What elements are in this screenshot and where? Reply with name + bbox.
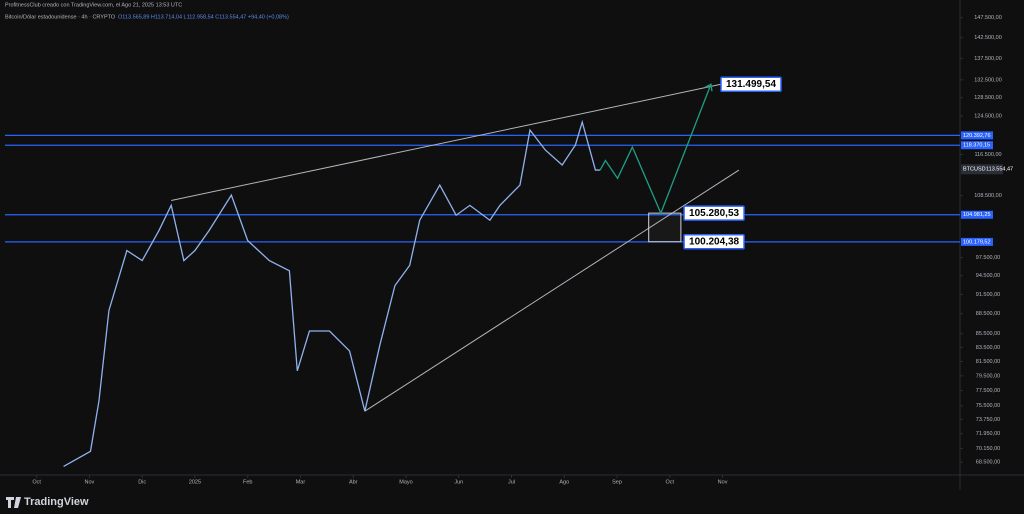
y-tick-label: 132.500,00 — [974, 77, 1002, 83]
y-tick-label: 71.950,00 — [976, 431, 1000, 437]
level-label-bg — [961, 210, 993, 219]
y-tick-label: 68.500,00 — [976, 460, 1000, 466]
x-tick-label: Oct — [32, 479, 41, 485]
callout-box — [683, 205, 745, 221]
x-tick-label: Jul — [508, 479, 515, 485]
x-tick-label: Oct — [666, 479, 675, 485]
watermark: ProfitnessClub creado con TradingView.co… — [5, 2, 182, 8]
x-tick-label: Nov — [718, 479, 728, 485]
trendline — [171, 83, 722, 201]
price-line — [63, 119, 601, 467]
x-tick-label: Jun — [454, 479, 463, 485]
x-tick-label: Abr — [349, 479, 358, 485]
y-tick-label: 94.500,00 — [976, 273, 1000, 279]
target-box — [648, 212, 682, 243]
y-tick-label: 88.500,00 — [976, 311, 1000, 317]
y-tick-label: 85.500,00 — [976, 331, 1000, 337]
last-price-bg — [961, 164, 1003, 175]
x-tick-label: Dic — [138, 479, 146, 485]
y-tick-label: 116.500,00 — [974, 152, 1001, 158]
brand-logo — [6, 497, 21, 508]
last-price-label: 113.554,47 — [986, 167, 1013, 173]
y-tick-label: 124.500,00 — [974, 113, 1002, 119]
callout-label: 105.280,53 — [689, 208, 739, 219]
x-tick-label: Feb — [243, 479, 252, 485]
x-tick-label: Ago — [559, 479, 569, 485]
symbol-title: Bitcoin/Dólar estadounidense · 4h · CRYP… — [5, 14, 116, 20]
trendline — [364, 169, 740, 412]
y-tick-label: 108.500,00 — [974, 193, 1002, 199]
level-label: 120.392,76 — [963, 133, 991, 139]
brand-name: TradingView — [24, 496, 89, 508]
symbol-label: BTCUSD — [963, 167, 986, 173]
y-tick-label: 75.500,00 — [976, 403, 1000, 409]
x-tick-label: Sep — [612, 479, 622, 485]
y-tick-label: 91.500,00 — [976, 292, 1000, 298]
y-tick-label: 147.500,00 — [974, 15, 1002, 21]
callout-box — [720, 76, 782, 93]
level-label-bg — [961, 131, 993, 140]
y-tick-label: 81.500,00 — [976, 359, 1000, 365]
y-tick-label: 128.500,00 — [974, 95, 1002, 101]
x-tick-label: Mar — [296, 479, 306, 485]
level-label-bg — [961, 141, 993, 150]
y-tick-label: 137.500,00 — [974, 56, 1002, 62]
x-tick-label: Nov — [85, 479, 95, 485]
level-label: 100.179,52 — [963, 239, 991, 245]
projection — [599, 84, 712, 215]
y-tick-label: 77.500,00 — [976, 388, 1000, 394]
y-tick-label: 70.150,00 — [976, 446, 1000, 452]
projection-arrowhead — [704, 83, 713, 92]
y-tick-label: 79.500,00 — [976, 373, 1000, 379]
level-label: 118.370,15 — [963, 143, 990, 149]
y-tick-label: 97.500,00 — [976, 255, 1000, 261]
level-label: 104.981,25 — [963, 212, 991, 218]
callout-label: 100.204,38 — [689, 236, 739, 247]
y-tick-label: 142.500,00 — [974, 35, 1002, 41]
callout-label: 131.499,54 — [726, 79, 776, 90]
callout-box — [683, 234, 745, 250]
ohlc: O113.565,89 H113.714,04 L112.958,54 C113… — [118, 14, 289, 20]
y-tick-label: 73.750,00 — [976, 417, 1000, 423]
x-tick-label: 2025 — [189, 479, 201, 485]
y-tick-label: 83.500,00 — [976, 345, 1000, 351]
x-tick-label: Mayo — [399, 479, 412, 485]
level-label-bg — [961, 237, 993, 246]
